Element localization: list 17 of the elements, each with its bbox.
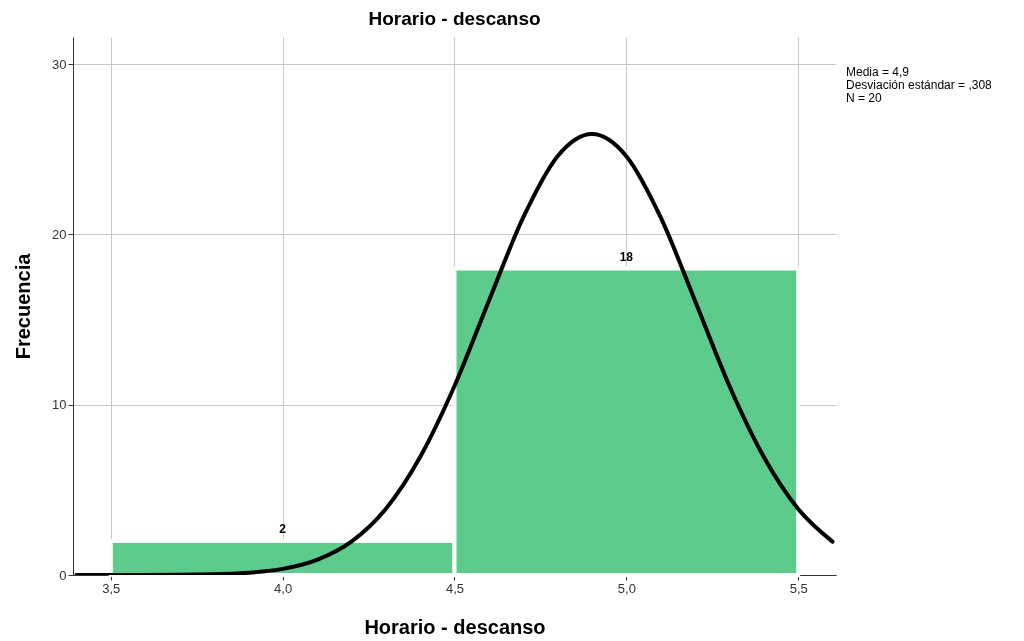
data-label: 18 [619, 249, 634, 264]
x-tick-label: 4,5 [445, 580, 465, 596]
text: Media = 4,9 [846, 65, 910, 79]
y-tick-label: 20 [52, 226, 67, 242]
x-tick-label: 4,0 [274, 580, 293, 596]
text: Desviación estándar = ,308 [846, 78, 993, 92]
x-tick-label: 5,0 [617, 580, 636, 596]
x-tick-label: 5,5 [789, 580, 808, 596]
text: N = 20 [846, 91, 883, 105]
y-tick-label: 30 [52, 56, 67, 72]
x-axis-title: Horario - descanso [364, 615, 546, 638]
x-tick-label: 3,5 [102, 580, 121, 596]
y-tick-label: 0 [59, 567, 67, 583]
y-tick-label: 10 [52, 397, 67, 413]
y-axis-title: Frecuencia [12, 252, 35, 360]
chart-title: Horario - descanso [368, 8, 541, 29]
data-label: 2 [279, 521, 287, 536]
